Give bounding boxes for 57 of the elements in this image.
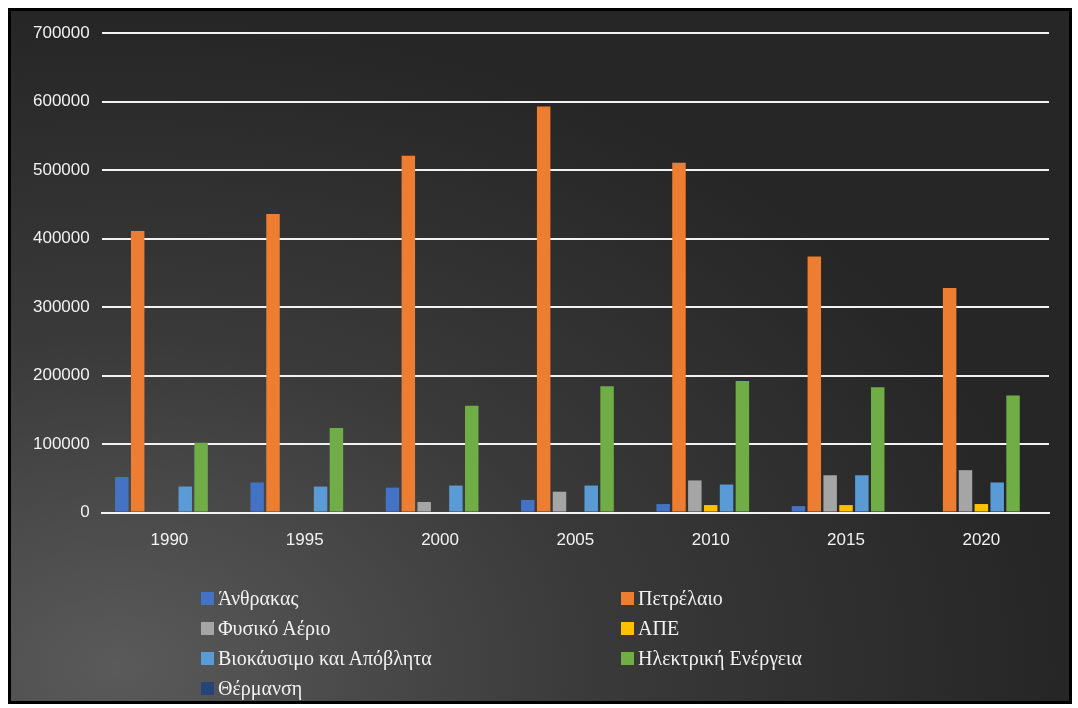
bar: [178, 486, 192, 512]
bar: [791, 506, 806, 512]
bar: [313, 486, 328, 512]
bar: [521, 499, 535, 512]
y-tick-label: 0: [80, 502, 90, 522]
bar: [958, 470, 973, 512]
bar: [855, 475, 869, 512]
bar: [266, 214, 280, 512]
bar: [536, 106, 551, 512]
bar: [656, 504, 670, 512]
bar: [672, 162, 686, 512]
bar: [839, 505, 853, 512]
x-tick-label: 1995: [285, 530, 324, 550]
y-tick-label: 700000: [32, 22, 90, 42]
bar: [870, 387, 885, 512]
bar: [385, 487, 400, 512]
bar: [735, 381, 750, 512]
bar: [688, 480, 702, 512]
y-tick-label: 100000: [32, 433, 90, 453]
x-tick-label: 2010: [691, 530, 730, 550]
y-tick-label: 400000: [32, 228, 90, 248]
bar: [194, 442, 208, 512]
legend-label: Άνθρακας: [218, 586, 299, 612]
bar: [974, 504, 989, 512]
bar: [552, 491, 567, 512]
x-tick-label: 1990: [150, 530, 189, 550]
bar: [600, 386, 614, 512]
bar: [417, 501, 431, 512]
bar: [719, 484, 734, 512]
bar: [990, 482, 1004, 512]
y-tick-label: 600000: [32, 91, 90, 111]
bar: [807, 256, 822, 512]
bar: [823, 475, 837, 512]
x-tick-label: 2005: [556, 530, 595, 550]
y-tick-label: 500000: [32, 159, 90, 179]
legend-label: Πετρέλαιο: [638, 586, 723, 612]
bar: [130, 231, 145, 512]
y-tick-label: 300000: [32, 296, 90, 316]
bar: [115, 476, 129, 512]
bar: [942, 287, 957, 512]
bar: [703, 505, 718, 512]
bar: [584, 485, 598, 512]
legend-label: ΑΠΕ: [638, 616, 680, 641]
y-tick-label: 200000: [32, 365, 90, 385]
x-tick-label: 2020: [962, 530, 1001, 550]
bar: [401, 155, 416, 512]
legend-label: Ηλεκτρική Ενέργεια: [638, 646, 802, 672]
x-tick-label: 2015: [827, 530, 865, 550]
bar: [1006, 395, 1020, 512]
legend-label: Βιοκάυσιμο και Απόβλητα: [218, 646, 432, 672]
legend-label: Φυσικό Αέριο: [218, 616, 331, 642]
legend-label: Θέρμανση: [218, 676, 303, 702]
bar: [250, 482, 264, 512]
bar: [465, 405, 479, 512]
bar: [449, 485, 463, 512]
x-tick-label: 2000: [421, 530, 459, 550]
bar: [329, 428, 344, 512]
